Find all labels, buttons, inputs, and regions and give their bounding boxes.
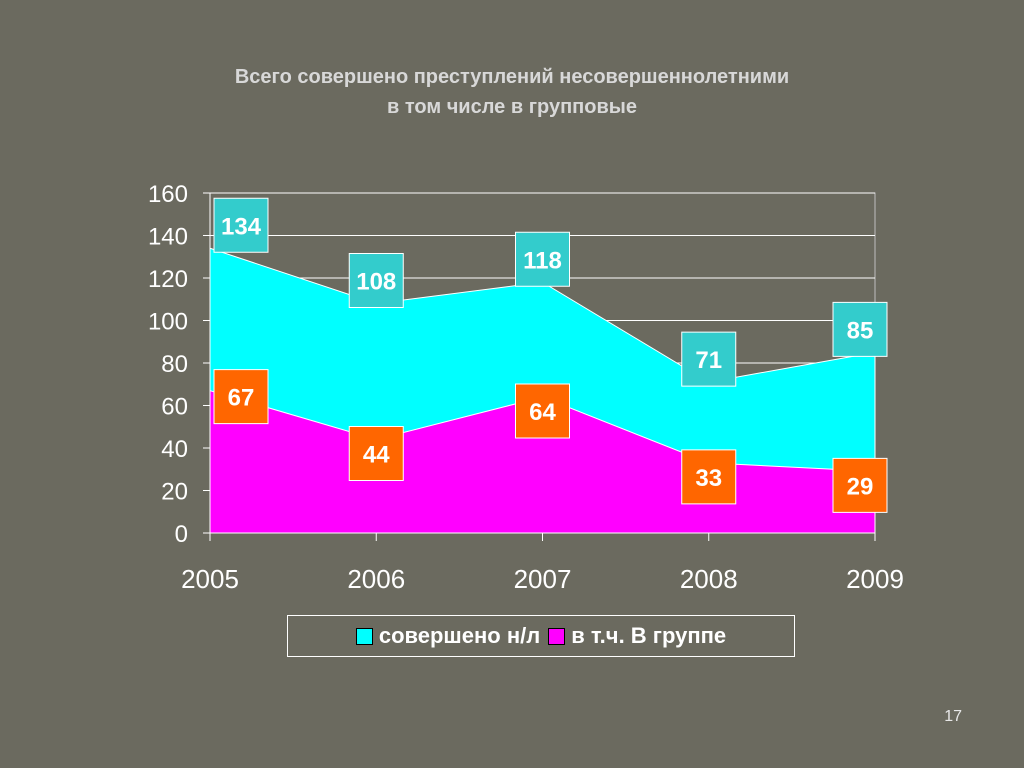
y-tick-label: 0 [175,521,188,548]
chart-title: Всего совершено преступлений несовершенн… [0,62,1024,122]
x-tick-label: 2008 [680,564,738,594]
title-line-1: Всего совершено преступлений несовершенн… [234,66,790,88]
data-label-group-box [681,449,737,505]
page-number: 17 [944,708,962,725]
data-label-total-box [348,253,404,308]
data-label-total: 118 [523,247,562,274]
data-label-total: 108 [356,269,396,296]
y-tick-label: 100 [148,309,188,336]
legend-item-total: совершено н/л [355,623,541,649]
data-label-group: 29 [847,473,874,500]
data-label-total-box [681,331,737,387]
legend-label-total: совершено н/л [378,623,541,648]
data-label-total-box [213,197,269,253]
data-label-group-box [348,426,404,481]
data-label-total-box [515,231,570,287]
title-line-2: в том числе в групповые [387,96,637,118]
y-tick-label: 140 [148,224,188,251]
x-tick-label: 2005 [181,564,239,594]
data-label-group: 64 [529,399,556,426]
legend-item-group: в т.ч. В группе [548,623,726,649]
y-tick-label: 60 [161,394,188,421]
chart-legend: совершено н/л в т.ч. В группе [287,615,795,657]
x-tick-label: 2006 [347,564,405,594]
x-tick-label: 2007 [514,564,572,594]
data-label-group: 67 [228,385,255,412]
data-label-group: 33 [695,465,722,492]
data-label-total: 134 [221,213,262,240]
legend-swatch-total [355,627,373,645]
data-label-total: 85 [847,317,874,344]
y-tick-label: 40 [161,436,188,463]
y-tick-label: 20 [161,479,188,506]
data-label-group: 44 [363,442,390,469]
data-label-group-box [515,383,570,439]
x-tick-label: 2009 [846,564,904,594]
legend-swatch-group [548,627,566,645]
y-tick-label: 160 [148,181,188,208]
data-label-group-box [213,369,269,425]
data-label-total: 71 [695,347,722,374]
y-tick-label: 120 [148,266,188,293]
data-label-group-box [832,457,888,513]
y-tick-label: 80 [161,351,188,378]
legend-label-group: в т.ч. В группе [571,623,727,648]
data-label-total-box [832,301,888,357]
